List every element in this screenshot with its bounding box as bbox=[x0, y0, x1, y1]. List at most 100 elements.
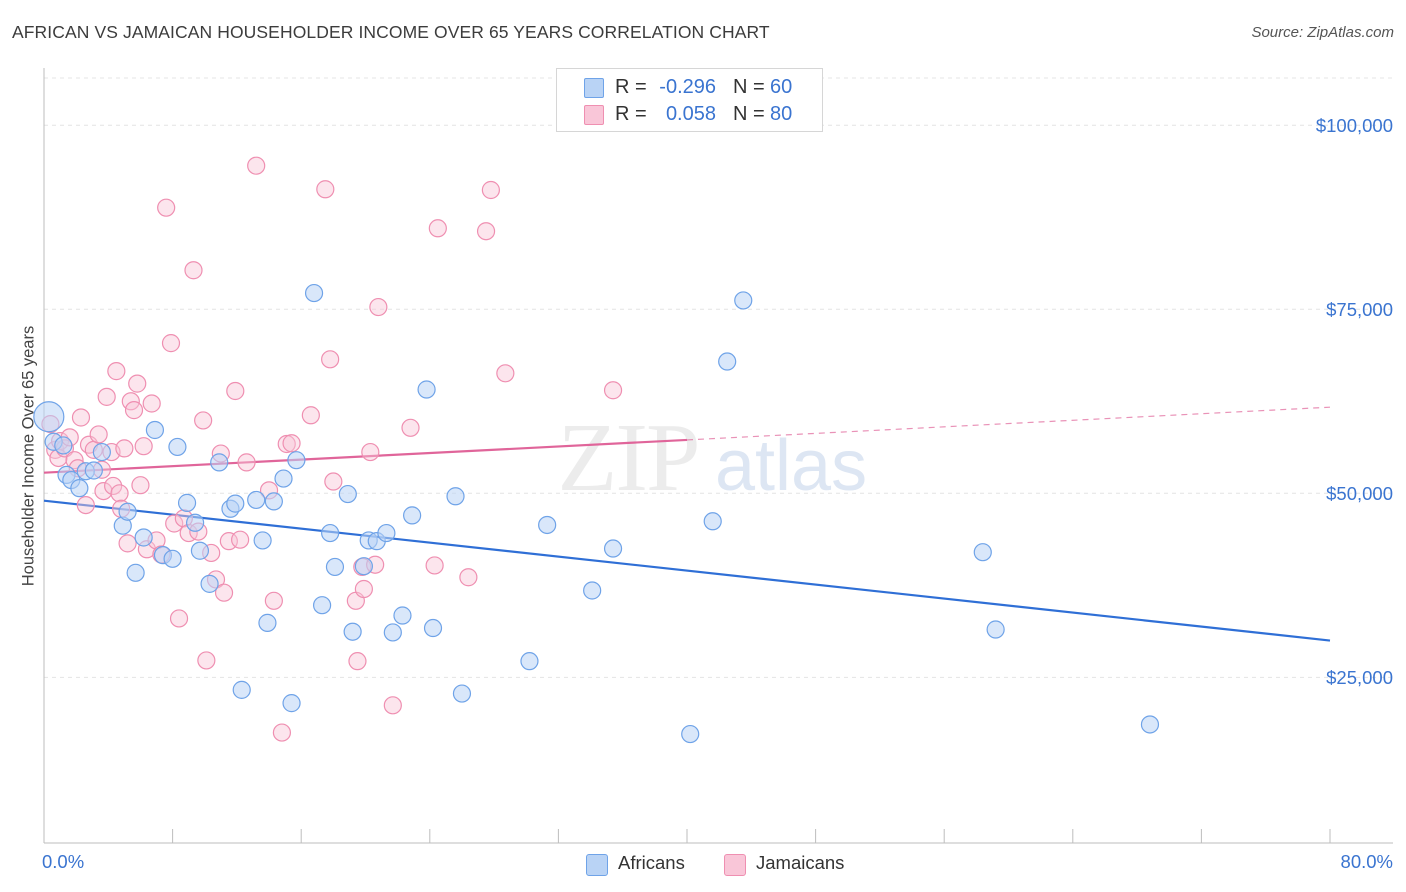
n-label: N = bbox=[733, 103, 765, 125]
africans-point bbox=[452, 684, 472, 703]
y-tick-label-25k: $25,000 bbox=[1326, 667, 1393, 689]
jamaicans-point bbox=[104, 476, 123, 496]
africans-point bbox=[253, 531, 272, 550]
jamaicans-point bbox=[282, 434, 301, 453]
r-value-africans: -0.296 bbox=[659, 76, 716, 98]
jamaicans-point bbox=[496, 364, 515, 383]
jamaicans-point bbox=[237, 453, 256, 472]
africans-point bbox=[168, 437, 187, 457]
jamaicans-point bbox=[214, 583, 234, 602]
trend-lines bbox=[43, 406, 1331, 642]
jamaicans-point bbox=[324, 472, 343, 491]
africans-point bbox=[258, 613, 277, 632]
africans-point bbox=[417, 380, 436, 399]
r-label: R = bbox=[615, 103, 647, 125]
jamaicans-points bbox=[41, 156, 623, 742]
jamaicans-point bbox=[76, 495, 95, 515]
africans-point bbox=[274, 469, 293, 488]
africans-point bbox=[54, 436, 73, 455]
jamaicans-point bbox=[161, 334, 181, 353]
africans-point bbox=[232, 680, 251, 699]
source-credit: Source: ZipAtlas.com bbox=[1251, 24, 1394, 41]
y-tick-label-100k: $100,000 bbox=[1315, 115, 1393, 137]
africans-point bbox=[343, 622, 362, 641]
africans-point bbox=[718, 352, 737, 371]
n-label: N = bbox=[733, 76, 765, 98]
africans-point bbox=[282, 694, 301, 713]
jamaicans-point bbox=[184, 261, 203, 280]
africans-point bbox=[177, 493, 197, 512]
jamaicans-point bbox=[348, 652, 367, 671]
jamaicans-point bbox=[459, 568, 478, 587]
africans-point bbox=[210, 453, 229, 472]
chart-title: AFRICAN VS JAMAICAN HOUSEHOLDER INCOME O… bbox=[12, 22, 770, 42]
axes bbox=[43, 68, 1393, 844]
africans-legend-label: Africans bbox=[618, 852, 685, 873]
africans-point bbox=[84, 461, 103, 480]
africans-point bbox=[583, 581, 602, 600]
jamaicans-point bbox=[107, 362, 126, 381]
jamaicans-point bbox=[361, 442, 380, 462]
africans-point bbox=[325, 557, 345, 577]
africans-point bbox=[986, 620, 1005, 639]
jamaicans-trend-extension bbox=[686, 406, 1331, 441]
africans-point bbox=[264, 492, 283, 511]
africans-point bbox=[681, 724, 700, 744]
r-value-jamaicans: 0.058 bbox=[665, 103, 716, 125]
jamaicans-point bbox=[316, 180, 335, 199]
x-tick-label-max: 80.0% bbox=[1340, 851, 1393, 872]
jamaicans-point bbox=[97, 387, 116, 406]
jamaicans-point bbox=[134, 437, 153, 456]
africans-point bbox=[33, 401, 65, 433]
watermark-zip: ZIP bbox=[558, 404, 699, 512]
africans-point bbox=[145, 420, 165, 440]
africans-point bbox=[126, 563, 145, 582]
africans-trend-line bbox=[43, 499, 1331, 642]
africans-point bbox=[92, 442, 111, 462]
n-value-africans: 60 bbox=[770, 76, 793, 98]
africans-point bbox=[377, 523, 396, 543]
jamaicans-point bbox=[401, 418, 420, 437]
jamaicans-point bbox=[89, 425, 108, 444]
africans-point bbox=[321, 523, 340, 543]
africans-point bbox=[190, 541, 210, 560]
africans-point bbox=[186, 513, 205, 532]
legend-row-africans: R = -0.296 N = 60 bbox=[557, 74, 822, 100]
jamaicans-point bbox=[131, 476, 150, 495]
jamaicans-point bbox=[383, 696, 402, 715]
jamaicans-legend-label: Jamaicans bbox=[756, 852, 845, 873]
jamaicans-point bbox=[321, 350, 340, 369]
jamaicans-point bbox=[354, 579, 373, 599]
jamaicans-point bbox=[277, 434, 296, 454]
watermark: ZIP atlas bbox=[558, 404, 868, 512]
africans-point bbox=[393, 606, 412, 625]
africans-point bbox=[134, 528, 153, 547]
jamaicans-point bbox=[110, 484, 129, 503]
africans-point bbox=[703, 512, 722, 531]
jamaicans-point bbox=[264, 591, 283, 610]
jamaicans-point bbox=[425, 556, 444, 575]
jamaicans-point bbox=[476, 222, 496, 241]
africans-point bbox=[247, 490, 266, 510]
africans-points bbox=[33, 283, 1160, 744]
jamaicans-swatch bbox=[584, 105, 604, 125]
africans-point bbox=[403, 506, 422, 525]
x-tick-label-min: 0.0% bbox=[42, 851, 85, 872]
africans-point bbox=[226, 494, 245, 513]
jamaicans-point bbox=[197, 651, 216, 670]
africans-point bbox=[70, 479, 89, 498]
jamaicans-point bbox=[369, 297, 388, 317]
africans-point bbox=[383, 623, 402, 642]
jamaicans-point bbox=[247, 156, 266, 175]
jamaicans-point bbox=[231, 530, 250, 549]
jamaicans-point bbox=[128, 374, 147, 393]
jamaicans-trend-line bbox=[43, 438, 688, 474]
legend-row-jamaicans: R = 0.058 N = 80 bbox=[557, 101, 822, 127]
africans-point bbox=[538, 515, 557, 535]
jamaicans-point bbox=[272, 723, 292, 742]
jamaicans-point bbox=[603, 381, 623, 400]
africans-point bbox=[446, 487, 465, 506]
jamaicans-point bbox=[169, 609, 189, 628]
jamaicans-point bbox=[194, 411, 213, 430]
